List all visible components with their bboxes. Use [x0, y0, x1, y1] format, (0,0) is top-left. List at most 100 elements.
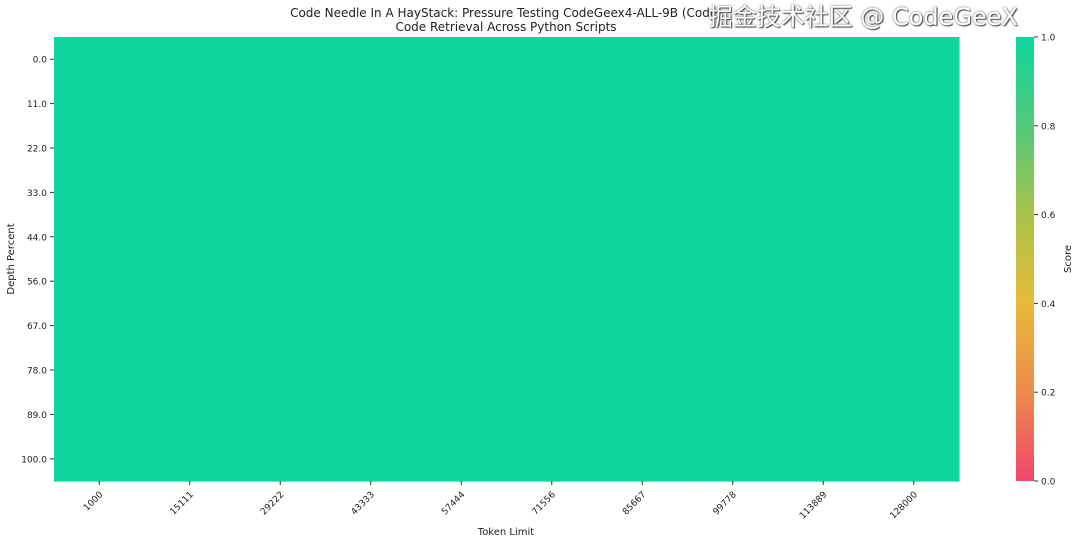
heatmap-cell [506, 37, 598, 82]
y-tick-label: 89.0 [27, 411, 47, 421]
heatmap-cell [687, 214, 779, 260]
heatmap-cell [778, 214, 870, 260]
y-tick-label: 44.0 [27, 233, 47, 243]
x-tick-label: 29222 [259, 490, 286, 517]
heatmap-cell [506, 81, 598, 127]
y-tick-label: 56.0 [27, 278, 47, 288]
y-axis-label: Depth Percent [6, 223, 17, 294]
heatmap-cell [235, 214, 327, 260]
heatmap-cell [54, 436, 146, 482]
heatmap-cell [144, 214, 236, 260]
heatmap-cell [325, 81, 417, 127]
heatmap-cell [54, 170, 146, 216]
heatmap-cell [597, 259, 689, 304]
heatmap-cell [597, 347, 689, 393]
colorbar [1016, 37, 1034, 481]
heatmap-cell [325, 214, 417, 260]
heatmap-cell [687, 170, 779, 216]
heatmap-cell [144, 392, 236, 438]
heatmap-cell [144, 81, 236, 127]
heatmap-cell [597, 170, 689, 216]
x-tick-label: 15111 [169, 490, 196, 517]
y-tick-label: 67.0 [27, 322, 47, 332]
x-tick-label: 1000 [82, 490, 105, 513]
heatmap-cell [144, 170, 236, 216]
heatmap-cell [868, 347, 960, 393]
heatmap-cell [54, 125, 146, 171]
heatmap-cell [144, 37, 236, 82]
heatmap-cell [235, 170, 327, 216]
colorbar-tick-label: 0.2 [1041, 389, 1055, 399]
heatmap-cell [235, 392, 327, 438]
heatmap-cell [235, 259, 327, 304]
heatmap-cell [868, 170, 960, 216]
x-tick-label: 43333 [350, 490, 377, 517]
heatmap-cell [597, 392, 689, 438]
heatmap-cell [506, 347, 598, 393]
heatmap-cell [868, 392, 960, 438]
heatmap-cell [778, 81, 870, 127]
heatmap-cell [868, 37, 960, 82]
heatmap-cell [597, 125, 689, 171]
heatmap-cell [235, 303, 327, 349]
heatmap-cell [325, 392, 417, 438]
heatmap-cell [778, 125, 870, 171]
heatmap-cell [868, 125, 960, 171]
heatmap-cell [144, 347, 236, 393]
heatmap-cell [506, 303, 598, 349]
heatmap-cell [144, 125, 236, 171]
heatmap-cell [506, 259, 598, 304]
heatmap-cell [778, 347, 870, 393]
heatmap-cell [416, 125, 508, 171]
x-tick-label: 128000 [889, 490, 921, 522]
heatmap-cell [868, 436, 960, 482]
heatmap-cell [778, 170, 870, 216]
heatmap-cell [416, 259, 508, 304]
heatmap-cell [687, 347, 779, 393]
heatmap-cell [416, 81, 508, 127]
x-tick-label: 113889 [798, 490, 830, 522]
y-tick-label: 0.0 [33, 56, 48, 66]
heatmap-cell [416, 436, 508, 482]
heatmap-cell [778, 436, 870, 482]
x-tick-label: 71556 [531, 490, 559, 518]
heatmap-cell [144, 303, 236, 349]
x-axis-label: Token Limit [477, 527, 535, 538]
heatmap-cell [325, 436, 417, 482]
heatmap-cell [687, 303, 779, 349]
colorbar-tick-label: 0.6 [1041, 211, 1056, 221]
chart-title: Code Needle In A HayStack: Pressure Test… [290, 6, 722, 20]
heatmap-cell [597, 214, 689, 260]
heatmap-cell [687, 392, 779, 438]
heatmap-cell [416, 347, 508, 393]
x-tick-label: 99778 [712, 490, 740, 518]
heatmap-cell [54, 214, 146, 260]
heatmap-cell [235, 81, 327, 127]
y-tick-label: 22.0 [27, 145, 47, 155]
heatmap-cell [868, 303, 960, 349]
x-tick-label: 57444 [440, 490, 468, 518]
heatmap-cell [325, 170, 417, 216]
heatmap-cell [416, 37, 508, 82]
heatmap-cell [687, 81, 779, 127]
heatmap-cell [235, 125, 327, 171]
heatmap-cell [325, 37, 417, 82]
heatmap-cell [325, 303, 417, 349]
heatmap-cell [868, 214, 960, 260]
colorbar-tick-label: 1.0 [1041, 34, 1056, 44]
heatmap-cell [506, 125, 598, 171]
heatmap-cell [597, 81, 689, 127]
heatmap-cell [597, 436, 689, 482]
heatmap-cell [687, 436, 779, 482]
heatmap-cell [597, 37, 689, 82]
heatmap-cell [54, 347, 146, 393]
x-tick-label: 85667 [621, 490, 648, 517]
heatmap-cell [325, 125, 417, 171]
heatmap-cell [506, 436, 598, 482]
heatmap-cell [54, 303, 146, 349]
heatmap-cell [235, 37, 327, 82]
heatmap-cell [597, 303, 689, 349]
y-tick-label: 11.0 [27, 100, 47, 110]
heatmap-cell [416, 303, 508, 349]
